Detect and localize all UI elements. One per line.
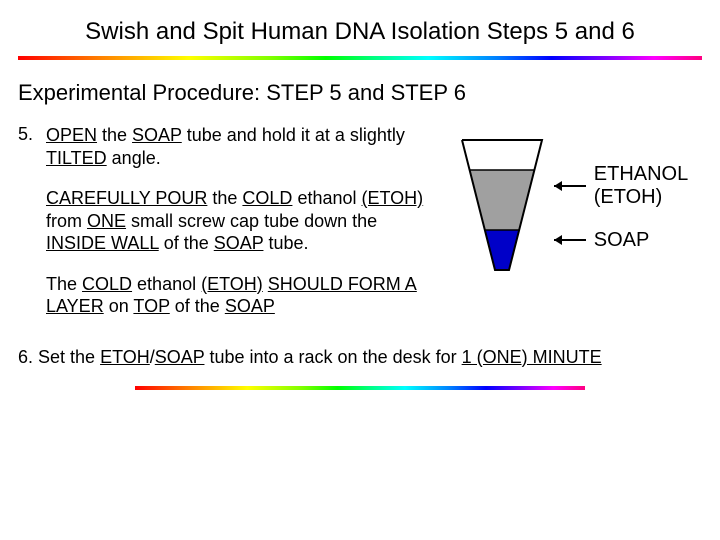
soap-label-text: SOAP (594, 229, 650, 252)
step5-p3-t4: of the (170, 296, 225, 316)
step5-p3-cold: COLD (82, 274, 132, 294)
step5-p2-cold: COLD (242, 188, 292, 208)
step5-p2-t1: the (207, 188, 242, 208)
step6-t1: Set the (33, 347, 100, 367)
arrow-icon (552, 178, 588, 194)
step5-p2-pour: CAREFULLY POUR (46, 188, 207, 208)
rainbow-divider-top (18, 56, 702, 60)
step5-p2-t3: from (46, 211, 87, 231)
slide-subtitle: Experimental Procedure: STEP 5 and STEP … (18, 80, 702, 106)
step5-p3-t3: on (104, 296, 134, 316)
step5-p3-top: TOP (133, 296, 169, 316)
step-6-block: 6. Set the ETOH/SOAP tube into a rack on… (18, 346, 702, 369)
step6-etoh: ETOH (100, 347, 150, 367)
step-5-block: 5. OPEN the SOAP tube and hold it at a s… (18, 124, 428, 318)
step5-p2-soap: SOAP (214, 233, 264, 253)
rainbow-divider-bottom (135, 386, 585, 390)
step5-p2-t5: of the (159, 233, 214, 253)
step5-p1-t2: tube and hold it at a slightly (182, 125, 405, 145)
ethanol-label-1: ETHANOL (594, 163, 688, 186)
step6-minute: 1 (ONE) MINUTE (462, 347, 602, 367)
soap-label-row: SOAP (552, 229, 688, 252)
tube-diagram (452, 130, 552, 280)
step-6-number: 6. (18, 347, 33, 367)
step6-soap: SOAP (155, 347, 205, 367)
slide-title: Swish and Spit Human DNA Isolation Steps… (18, 18, 702, 46)
step-5-p2: CAREFULLY POUR the COLD ethanol (ETOH) f… (46, 187, 428, 255)
step5-p1-soap: SOAP (132, 125, 182, 145)
diagram-column: ETHANOL (ETOH) SOAP (438, 124, 702, 280)
step6-t3: tube into a rack on the desk for (204, 347, 461, 367)
step-5-number: 5. (18, 124, 33, 145)
step5-p2-one: ONE (87, 211, 126, 231)
text-column: 5. OPEN the SOAP tube and hold it at a s… (18, 124, 438, 336)
step5-p3-soap: SOAP (225, 296, 275, 316)
step5-p2-wall: INSIDE WALL (46, 233, 159, 253)
step5-p2-etoh: (ETOH) (362, 188, 424, 208)
arrow-icon (552, 232, 588, 248)
step5-p1-open: OPEN (46, 125, 97, 145)
step5-p3-t1: ethanol (132, 274, 201, 294)
ethanol-label-row: ETHANOL (ETOH) (552, 163, 688, 209)
step-5-p1: OPEN the SOAP tube and hold it at a slig… (46, 124, 428, 169)
step5-p2-t2: ethanol (292, 188, 361, 208)
step5-p3-t0: The (46, 274, 82, 294)
content-row: 5. OPEN the SOAP tube and hold it at a s… (18, 124, 702, 336)
step5-p1-t1: the (97, 125, 132, 145)
diagram-labels: ETHANOL (ETOH) SOAP (552, 153, 688, 258)
step5-p3-etoh: (ETOH) (201, 274, 263, 294)
step-5-p3: The COLD ethanol (ETOH) SHOULD FORM A LA… (46, 273, 428, 318)
step5-p1-t3: angle. (107, 148, 161, 168)
step5-p1-tilted: TILTED (46, 148, 107, 168)
ethanol-label-text: ETHANOL (ETOH) (594, 163, 688, 209)
ethanol-label-2: (ETOH) (594, 186, 688, 209)
step5-p2-t6: tube. (263, 233, 308, 253)
step-5-body: OPEN the SOAP tube and hold it at a slig… (18, 124, 428, 318)
diagram-wrapper: ETHANOL (ETOH) SOAP (452, 130, 688, 280)
step5-p2-t4: small screw cap tube down the (126, 211, 377, 231)
